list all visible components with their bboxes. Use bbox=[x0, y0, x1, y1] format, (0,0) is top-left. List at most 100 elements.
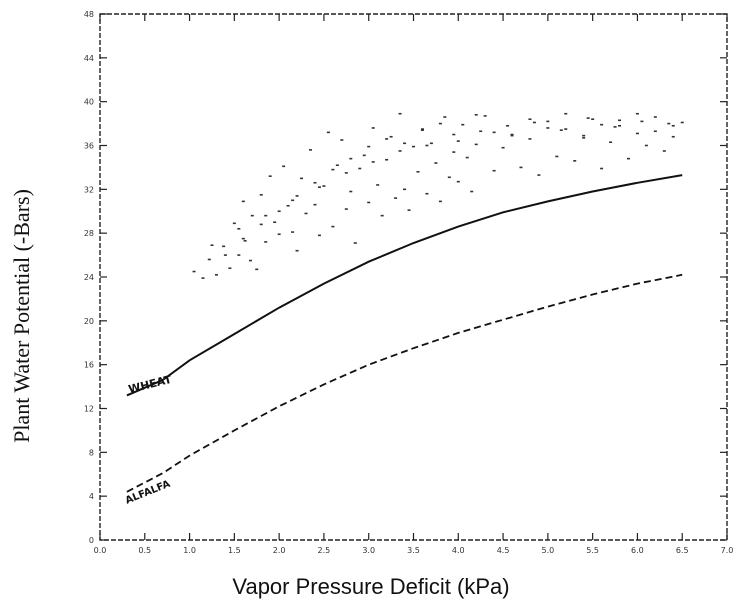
series-annotations: WHEAT ALFALFA bbox=[124, 373, 174, 507]
scatter-point bbox=[268, 175, 272, 177]
scatter-point bbox=[474, 114, 478, 116]
scatter-point bbox=[331, 225, 335, 228]
scatter-point bbox=[362, 154, 366, 157]
x-tick-label: 6.0 bbox=[631, 546, 644, 555]
x-tick-label: 4.0 bbox=[452, 546, 465, 555]
scatter-point bbox=[313, 181, 317, 184]
scatter-point bbox=[483, 115, 487, 117]
x-tick-label: 2.0 bbox=[273, 546, 286, 555]
y-tick-label: 44 bbox=[84, 54, 94, 63]
y-tick-label: 36 bbox=[84, 142, 94, 151]
x-tick-label: 7.0 bbox=[721, 546, 734, 555]
scatter-point bbox=[222, 245, 226, 248]
scatter-point bbox=[313, 203, 317, 206]
scatter-point bbox=[376, 184, 380, 186]
scatter-point bbox=[273, 221, 277, 224]
y-tick-label: 4 bbox=[89, 492, 94, 501]
scatter-point bbox=[214, 274, 218, 276]
scatter-point bbox=[600, 123, 604, 126]
scatter-point bbox=[479, 130, 483, 133]
scatter-point bbox=[403, 142, 407, 145]
scatter-point bbox=[304, 212, 308, 215]
series-lines bbox=[126, 174, 683, 493]
scatter-point bbox=[295, 249, 299, 252]
y-tick-label: 40 bbox=[84, 98, 94, 107]
x-tick-label: 5.0 bbox=[541, 546, 554, 555]
scatter-point bbox=[367, 201, 371, 204]
scatter-point bbox=[443, 116, 447, 118]
scatter-point bbox=[425, 144, 429, 147]
scatter-point bbox=[259, 194, 263, 196]
y-tick-label: 24 bbox=[84, 273, 94, 282]
scatter-point bbox=[537, 174, 541, 176]
scatter-point bbox=[582, 134, 586, 137]
scatter-point bbox=[582, 137, 586, 139]
scatter-point bbox=[506, 124, 510, 127]
scatter-point bbox=[412, 145, 415, 148]
scatter-point bbox=[528, 118, 532, 120]
scatter-point bbox=[282, 165, 286, 168]
series-line-alfalfa bbox=[126, 273, 683, 493]
scatter-point bbox=[501, 146, 505, 149]
scatter-point bbox=[465, 156, 469, 159]
scatter-point bbox=[228, 267, 232, 270]
y-axis-title-text: Plant Water Potential (-Bars) bbox=[9, 189, 35, 443]
y-tick-label: 16 bbox=[84, 361, 94, 370]
x-tick-label: 1.0 bbox=[183, 546, 196, 555]
scatter-point bbox=[613, 126, 617, 128]
scatter-point bbox=[420, 129, 424, 131]
scatter-point bbox=[250, 214, 254, 217]
scatter-point bbox=[277, 210, 281, 213]
scatter-point bbox=[335, 164, 339, 167]
scatter-point bbox=[210, 244, 214, 247]
scatter-point bbox=[618, 119, 622, 122]
scatter-point bbox=[425, 192, 429, 195]
scatter-point bbox=[317, 186, 321, 188]
scatter-point bbox=[255, 268, 259, 271]
scatter-point bbox=[626, 157, 630, 160]
annotation-alfalfa: ALFALFA bbox=[124, 479, 172, 507]
scatter-point bbox=[528, 138, 532, 140]
x-tick-label: 0.5 bbox=[138, 546, 151, 555]
scatter-point bbox=[470, 190, 474, 193]
axis-ticks: 0.0 0.5 1.0 1.5 2.0 2.5 3.0 3.5 4.0 4.5 5.0 5.5 6.0 6… bbox=[84, 10, 734, 555]
scatter-point bbox=[398, 112, 402, 115]
x-tick-label: 3.5 bbox=[407, 546, 420, 555]
scatter-point bbox=[586, 117, 590, 119]
scatter-point bbox=[461, 123, 465, 126]
scatter-point bbox=[371, 161, 375, 163]
scatter-point bbox=[564, 128, 568, 130]
scatter-point bbox=[492, 131, 496, 134]
scatter-point bbox=[353, 242, 357, 244]
scatter-point bbox=[429, 142, 433, 145]
scatter-point bbox=[644, 144, 648, 147]
scatter-point bbox=[667, 122, 671, 125]
scatter-point bbox=[308, 149, 312, 151]
scatter-point bbox=[201, 277, 205, 279]
y-tick-label: 12 bbox=[84, 405, 94, 414]
scatter-point bbox=[380, 214, 384, 217]
scatter-point bbox=[546, 127, 550, 129]
scatter-point bbox=[403, 188, 407, 191]
scatter-point bbox=[349, 157, 353, 160]
scatter-point bbox=[389, 135, 393, 138]
x-tick-label: 3.0 bbox=[362, 546, 375, 555]
scatter-point bbox=[662, 150, 666, 152]
annotation-wheat: WHEAT bbox=[127, 373, 173, 396]
scatter-point bbox=[291, 231, 295, 233]
scatter-point bbox=[223, 254, 227, 256]
scatter-point bbox=[407, 209, 411, 211]
x-tick-label: 4.5 bbox=[497, 546, 510, 555]
scatter-point bbox=[394, 197, 398, 199]
plot-frame bbox=[99, 13, 728, 541]
scatter-point bbox=[452, 151, 456, 153]
scatter-point bbox=[286, 204, 290, 207]
y-tick-label: 32 bbox=[84, 185, 94, 194]
scatter-point bbox=[564, 112, 568, 115]
scatter-point bbox=[680, 121, 684, 124]
scatter-point bbox=[452, 133, 456, 136]
scatter-point bbox=[519, 166, 523, 169]
scatter-point bbox=[241, 237, 245, 240]
scatter-point bbox=[438, 200, 442, 203]
scatter-point bbox=[264, 241, 268, 243]
